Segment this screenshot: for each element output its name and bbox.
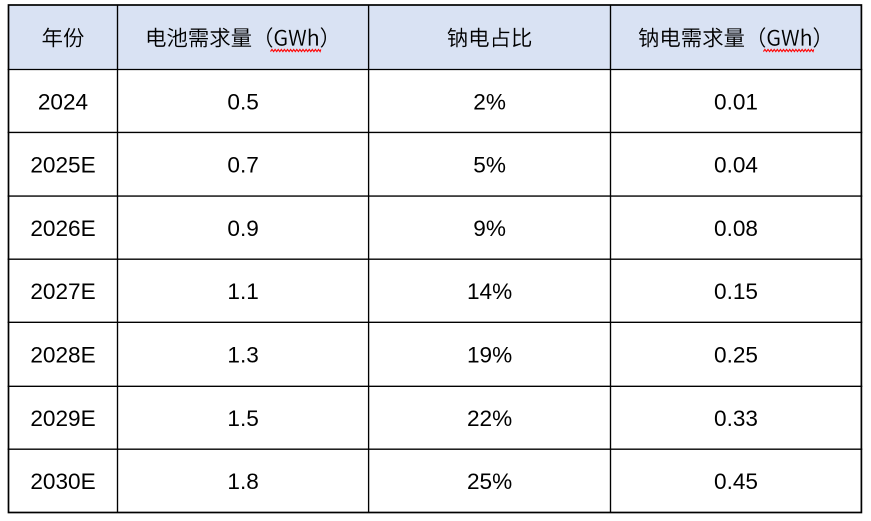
svg-text:5%: 5% bbox=[473, 153, 506, 178]
svg-text:2027E: 2027E bbox=[30, 279, 95, 304]
svg-text:25%: 25% bbox=[467, 469, 512, 494]
svg-text:14%: 14% bbox=[467, 279, 512, 304]
svg-text:9%: 9% bbox=[473, 216, 506, 241]
svg-text:1.1: 1.1 bbox=[227, 279, 258, 304]
svg-text:1.8: 1.8 bbox=[227, 469, 258, 494]
svg-text:0.33: 0.33 bbox=[714, 406, 758, 431]
svg-text:0.08: 0.08 bbox=[714, 216, 758, 241]
svg-text:1.5: 1.5 bbox=[227, 406, 258, 431]
svg-text:1.3: 1.3 bbox=[227, 343, 258, 368]
svg-text:0.7: 0.7 bbox=[227, 153, 258, 178]
svg-text:22%: 22% bbox=[467, 406, 512, 431]
svg-text:2%: 2% bbox=[473, 89, 506, 114]
svg-text:2024: 2024 bbox=[38, 89, 88, 114]
svg-text:2026E: 2026E bbox=[30, 216, 95, 241]
svg-text:2030E: 2030E bbox=[30, 469, 95, 494]
svg-text:0.45: 0.45 bbox=[714, 469, 758, 494]
svg-text:0.15: 0.15 bbox=[714, 279, 758, 304]
svg-text:0.25: 0.25 bbox=[714, 343, 758, 368]
svg-text:0.04: 0.04 bbox=[714, 153, 758, 178]
svg-text:0.5: 0.5 bbox=[227, 89, 258, 114]
svg-text:2029E: 2029E bbox=[30, 406, 95, 431]
svg-text:2025E: 2025E bbox=[30, 153, 95, 178]
svg-text:19%: 19% bbox=[467, 343, 512, 368]
svg-text:0.9: 0.9 bbox=[227, 216, 258, 241]
svg-text:2028E: 2028E bbox=[30, 343, 95, 368]
svg-text:0.01: 0.01 bbox=[714, 89, 758, 114]
